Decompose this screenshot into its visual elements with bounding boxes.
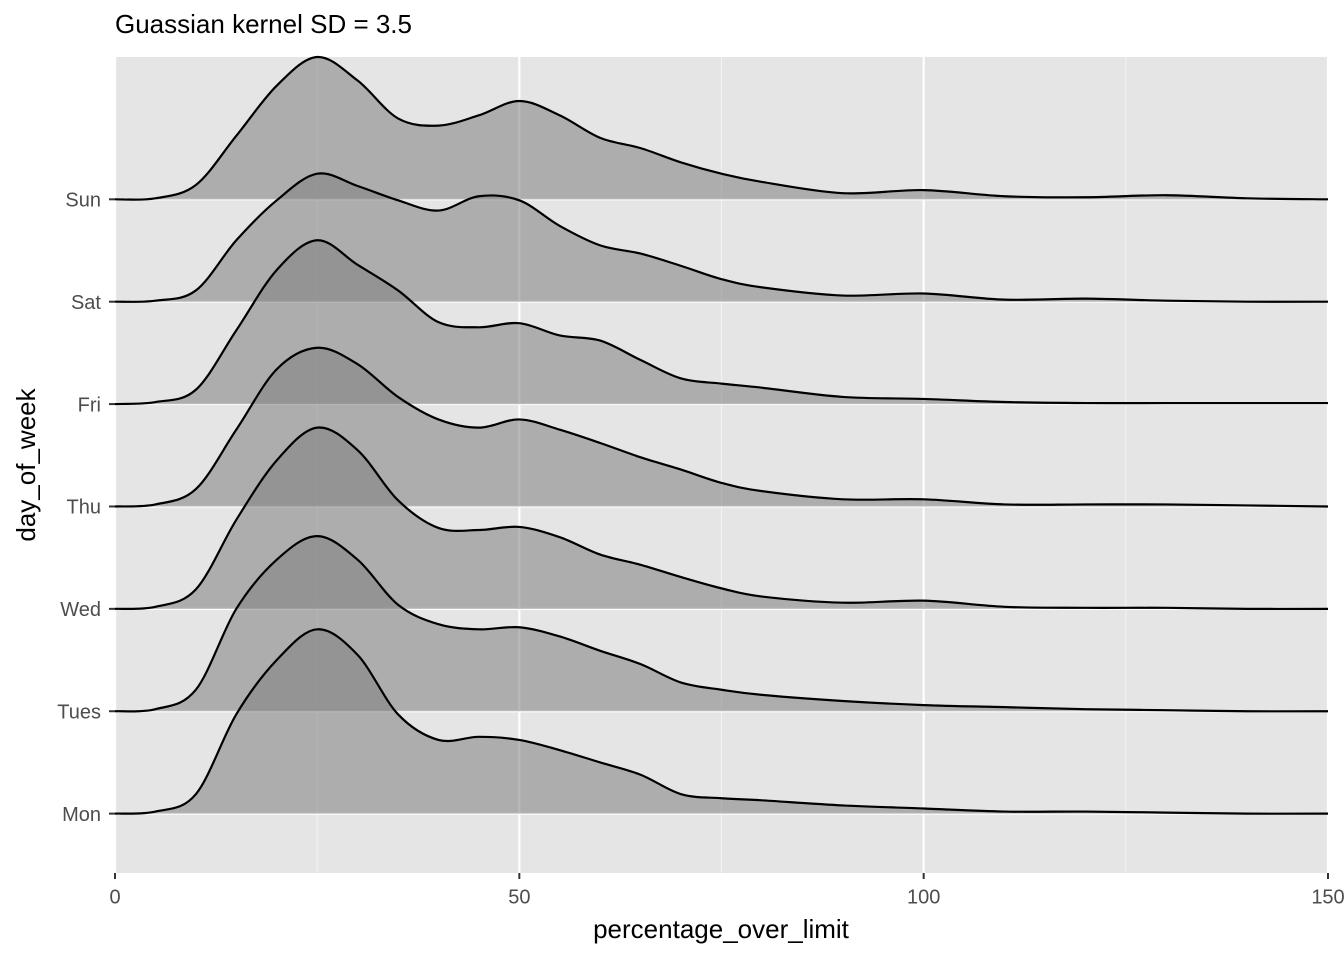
y-tick-label: Sat xyxy=(71,292,101,314)
ridge-line xyxy=(114,172,1329,303)
y-tick-label: Tues xyxy=(57,702,101,724)
ridge-area xyxy=(115,173,1328,302)
x-tick-label: 50 xyxy=(508,886,530,908)
y-axis-title: day_of_week xyxy=(11,387,41,541)
y-tick-label: Fri xyxy=(78,394,101,416)
ridge-line xyxy=(114,55,1329,201)
ridge-area xyxy=(115,536,1328,712)
ridge-area xyxy=(115,240,1328,405)
y-tick-label: Thu xyxy=(67,497,101,519)
ridge-area xyxy=(115,629,1328,814)
y-tick-label: Sun xyxy=(65,190,101,212)
x-tick-label: 100 xyxy=(907,886,940,908)
ridge-line xyxy=(114,628,1329,815)
x-tick-label: 150 xyxy=(1311,886,1344,908)
x-tick-label: 0 xyxy=(109,886,120,908)
y-tick-label: Mon xyxy=(62,804,101,826)
ridge-area xyxy=(115,347,1328,507)
ridge-line xyxy=(114,426,1329,611)
ridge-area xyxy=(115,56,1328,200)
ridge-line xyxy=(114,535,1329,713)
ridge-area xyxy=(115,427,1328,609)
y-tick-label: Wed xyxy=(60,599,101,621)
ridge-line xyxy=(114,346,1329,508)
ridge-line xyxy=(114,239,1328,406)
x-axis-title: percentage_over_limit xyxy=(593,914,850,944)
chart-title: Guassian kernel SD = 3.5 xyxy=(115,9,412,39)
